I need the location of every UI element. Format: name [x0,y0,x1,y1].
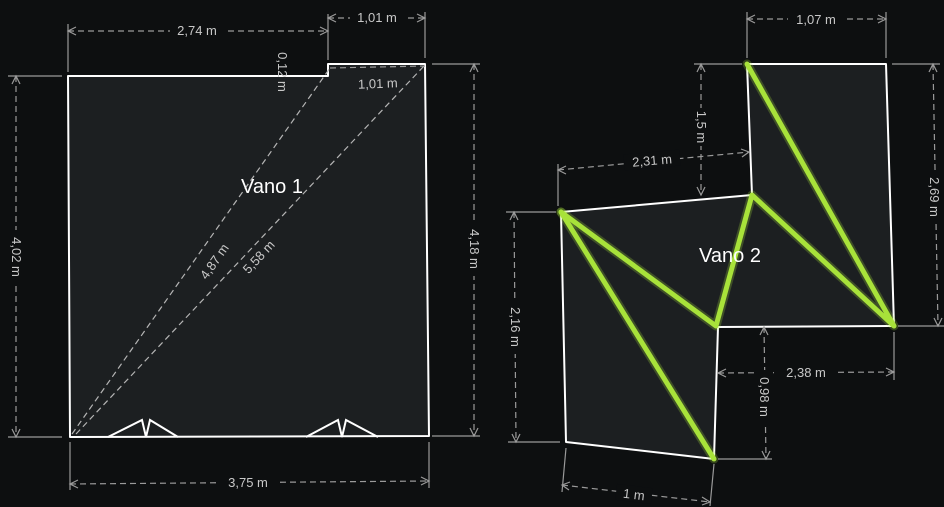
dim-v1-notch-top: 1,01 m [326,10,427,58]
room-vano-2-label: Vano 2 [699,245,761,267]
dim-v2-lower-step-width-label: 2,38 m [786,365,826,380]
room-vano-1[interactable]: 4,87 m 5,58 m Vano 1 [67,63,430,438]
dim-v1-notch-inner-label: 1,01 m [358,75,398,91]
v1-diagonal-1 [71,67,331,435]
door-left-icon [107,418,179,438]
dim-v2-right-label: 2,69 m [927,177,942,217]
dim-v1-top: 2,74 m [66,14,330,72]
dim-v1-notch-height: 0,12 m [275,52,290,92]
dim-v1-right-label: 4,18 m [467,229,482,269]
dim-v2-lower-step-height-label: 0,98 m [757,377,772,417]
dim-v2-notch-width: 2,31 m [556,148,751,206]
room-vano-2[interactable]: Vano 2 [556,59,899,464]
dim-v2-left: 2,16 m [506,210,560,444]
dim-v1-right: 4,18 m [432,62,482,438]
dim-v2-right: 2,69 m [892,62,944,328]
room-vano-1-walls[interactable] [67,63,430,438]
v2-zigzag-line-2 [558,61,897,329]
dim-v2-top: 1,07 m [745,11,888,58]
room-vano-1-label: Vano 1 [241,176,303,198]
dim-v2-notch-width-label: 2,31 m [632,151,673,169]
dim-v1-notch-inner: 1,01 m [329,65,426,92]
dim-v1-bottom: 3,75 m [68,442,431,490]
v1-diagonal-2 [75,65,425,435]
v2-zigzag-line-1 [558,209,717,462]
dim-v1-left-label: 4,02 m [9,237,24,277]
dim-v2-lower-step-width: 2,38 m [716,332,896,380]
dim-v2-left-label: 2,16 m [508,307,523,347]
dim-v1-top-label: 2,74 m [177,23,217,38]
dim-v1-bottom-label: 3,75 m [228,475,268,490]
door-right-icon [305,418,379,438]
dim-v1-notch-top-label: 1,01 m [357,10,397,25]
dim-v2-notch-height: 1,5 m [693,62,742,197]
dim-v2-top-label: 1,07 m [796,12,836,27]
dim-v1-notch-height-label: 0,12 m [275,52,290,92]
dim-v2-bottom: 1 m [560,447,715,507]
dim-v1-left: 4,02 m [8,74,62,439]
dim-v2-bottom-label: 1 m [622,486,645,504]
dim-v2-lower-step-height: 0,98 m [718,325,773,461]
dim-v2-notch-height-label: 1,5 m [694,111,709,144]
